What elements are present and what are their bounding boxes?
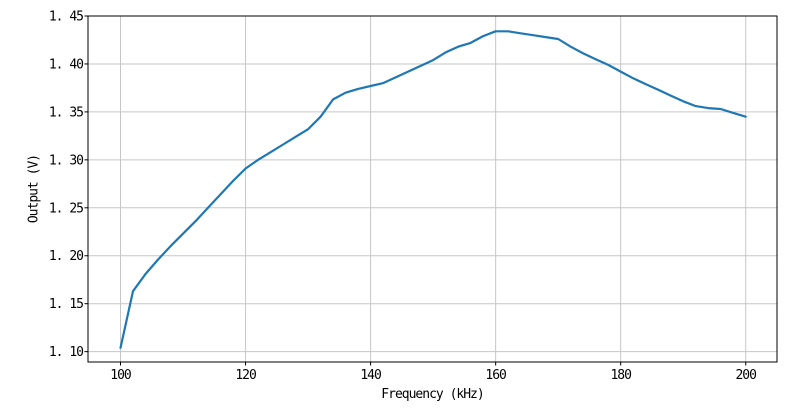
y-tick-label: 1. 20 [49, 249, 83, 264]
x-axis-label: Frequency (kHz) [381, 387, 484, 402]
x-tick-label: 180 [610, 368, 631, 383]
y-tick-label: 1. 30 [49, 153, 83, 168]
y-tick-label: 1. 25 [49, 201, 83, 216]
x-tick-label: 200 [735, 368, 756, 383]
x-tick-label: 140 [360, 368, 381, 383]
plot-border [87, 15, 778, 363]
y-tick-label: 1. 45 [49, 10, 83, 25]
x-tick-label: 160 [485, 368, 506, 383]
y-tick-label: 1. 40 [49, 57, 83, 72]
y-axis-label: Output (V) [26, 154, 42, 224]
y-tick-label: 1. 15 [49, 297, 83, 312]
x-tick-label: 100 [110, 368, 131, 383]
x-tick-label: 120 [235, 368, 256, 383]
y-tick-label: 1. 10 [49, 345, 83, 360]
data-series-line [119, 30, 747, 349]
y-tick-label: 1. 35 [49, 105, 83, 120]
